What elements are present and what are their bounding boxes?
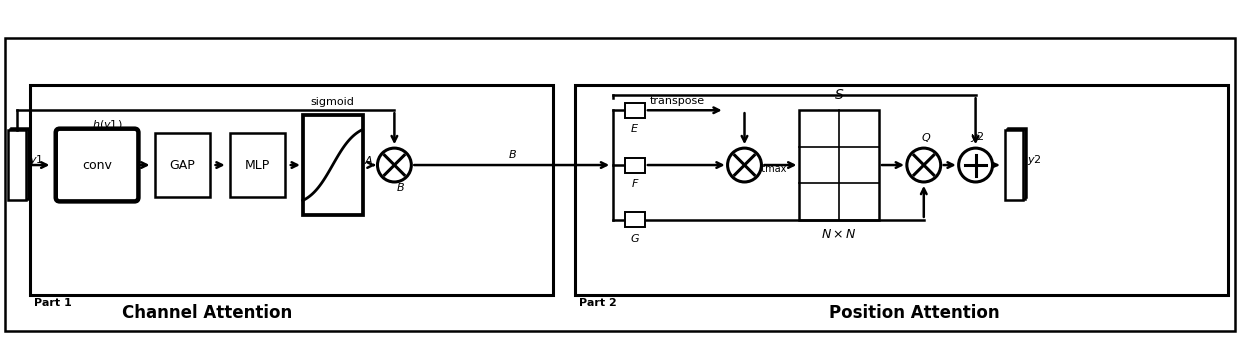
Text: $G$: $G$ (630, 232, 640, 244)
Text: transpose: transpose (650, 96, 706, 106)
Text: Position Attention: Position Attention (828, 304, 999, 322)
Text: Part 2: Part 2 (579, 298, 618, 308)
Text: sigmoid: sigmoid (311, 97, 355, 107)
Bar (10, 129, 27, 199)
Text: $N\times N$: $N\times N$ (821, 228, 857, 241)
Bar (625, 212, 645, 227)
Bar (11, 128, 29, 197)
Text: Channel Attention: Channel Attention (122, 304, 291, 322)
Text: softmax: softmax (748, 164, 787, 174)
Bar (1006, 130, 1023, 200)
Bar (625, 103, 645, 118)
Text: $F$: $F$ (631, 177, 639, 189)
Circle shape (377, 148, 412, 182)
Bar (9, 130, 26, 200)
FancyBboxPatch shape (56, 129, 139, 201)
Text: $h(y1)$: $h(y1)$ (92, 118, 123, 132)
Bar (30, 85, 553, 294)
Circle shape (728, 148, 761, 182)
Bar (5, 37, 1235, 331)
Text: $B$: $B$ (397, 181, 405, 193)
Bar (231, 133, 285, 197)
Text: $E$: $E$ (630, 122, 640, 134)
Bar (1008, 128, 1025, 197)
Circle shape (959, 148, 992, 182)
Text: $y2$: $y2$ (970, 130, 985, 144)
Text: Part 1: Part 1 (35, 298, 72, 308)
Bar (625, 158, 645, 173)
Text: MLP: MLP (244, 159, 270, 172)
Bar (575, 85, 1228, 294)
Bar (303, 115, 362, 215)
Text: $B$: $B$ (507, 148, 517, 160)
Text: $y1$: $y1$ (30, 153, 45, 167)
Text: $S$: $S$ (835, 88, 844, 102)
Bar (800, 110, 879, 220)
Text: $Q$: $Q$ (920, 131, 931, 144)
Text: $y2$: $y2$ (1028, 153, 1042, 167)
Bar (1007, 129, 1024, 199)
Bar (155, 133, 210, 197)
Circle shape (906, 148, 941, 182)
Text: $A$: $A$ (365, 154, 373, 166)
Text: GAP: GAP (170, 159, 195, 172)
Text: conv: conv (82, 159, 112, 172)
